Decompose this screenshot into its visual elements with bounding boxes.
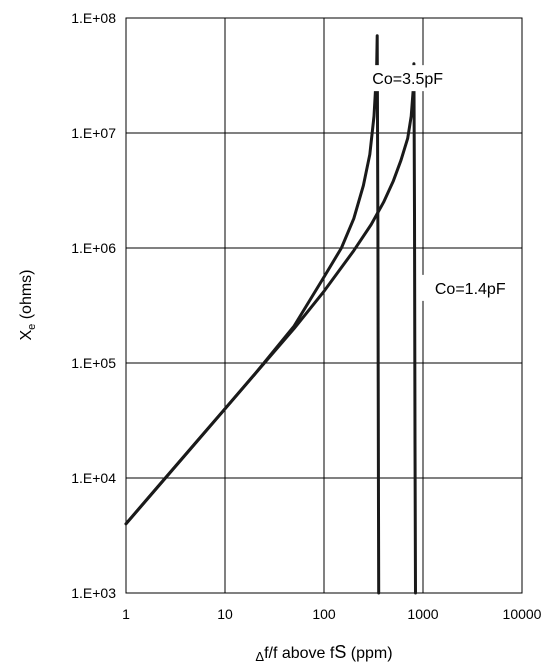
y-tick-label-5: 1.E+08 xyxy=(71,10,116,26)
x-tick-label-4: 10000 xyxy=(503,606,541,622)
x-tick-label-1: 10 xyxy=(217,606,233,622)
y-axis-title-main: X xyxy=(18,330,35,341)
x-axis-title-unit: (ppm) xyxy=(346,645,392,662)
plot-frame xyxy=(125,17,523,594)
annotation-label-0: Co=3.5pF xyxy=(372,71,443,88)
y-tick-label-2: 1.E+05 xyxy=(71,355,116,371)
x-tick-label-2: 100 xyxy=(312,606,336,622)
annotation-box-0 xyxy=(359,65,456,92)
tick-labels: 1 10 100 1000 10000 1.E+03 1.E+04 1.E+05 1.E+06 1… xyxy=(71,10,541,622)
x-axis-title-delta: Δ xyxy=(255,649,264,664)
series-layer xyxy=(124,34,417,595)
y-tick-label-3: 1.E+06 xyxy=(71,240,116,256)
y-tick-label-0: 1.E+03 xyxy=(71,585,116,601)
annotations: Co=3.5pF Co=1.4pF xyxy=(359,65,519,301)
x-axis-title: Δf/f above fS (ppm) xyxy=(255,642,392,664)
y-axis-title-sub: e xyxy=(26,324,38,330)
y-axis-title-unit: (ohms) xyxy=(18,269,35,323)
x-axis-title-text: f/f above f xyxy=(264,645,335,662)
annotation-box-1 xyxy=(422,274,519,301)
x-tick-label-0: 1 xyxy=(122,606,130,622)
series-line-1 xyxy=(124,62,417,595)
y-axis-title: Xe (ohms) xyxy=(18,269,38,340)
y-tick-label-4: 1.E+07 xyxy=(71,125,116,141)
x-tick-label-3: 1000 xyxy=(407,606,438,622)
y-tick-label-1: 1.E+04 xyxy=(71,470,116,486)
x-axis-title-sub: S xyxy=(334,642,346,662)
annotation-label-1: Co=1.4pF xyxy=(435,281,506,298)
